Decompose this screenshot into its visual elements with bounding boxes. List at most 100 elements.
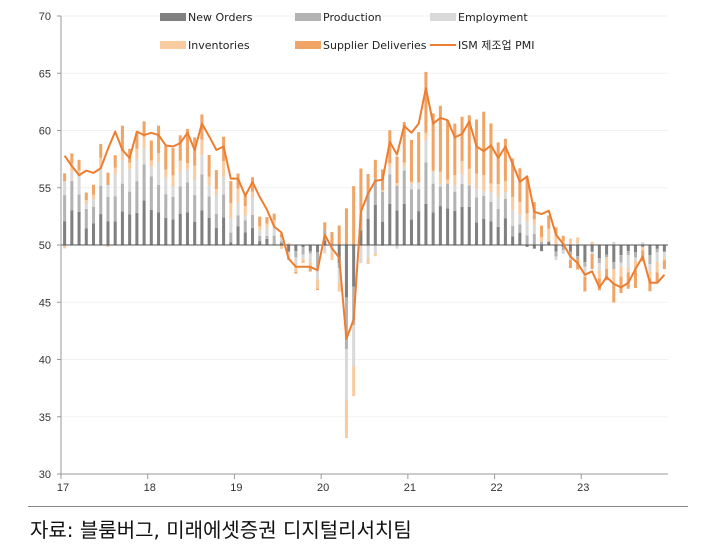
- bar-production: [583, 262, 587, 267]
- bar-supplier-deliveries: [503, 138, 507, 182]
- bar-employment: [597, 263, 601, 271]
- legend-label-inventories: Inventories: [188, 39, 250, 52]
- x-tick-label: 23: [577, 482, 589, 494]
- bar-employment: [243, 215, 247, 221]
- y-tick-label: 40: [39, 355, 51, 367]
- bar-inventories: [554, 234, 558, 245]
- bar-supplier-deliveries: [554, 227, 558, 235]
- bar-new-orders: [265, 238, 269, 245]
- legend-swatch-employment: [430, 13, 456, 21]
- bar-supplier-deliveries: [402, 122, 406, 163]
- bar-new-orders: [185, 212, 189, 245]
- bar-new-orders: [84, 228, 88, 245]
- bar-production: [417, 189, 421, 212]
- bar-supplier-deliveries: [308, 267, 312, 272]
- bar-production: [229, 232, 233, 243]
- bar-employment: [344, 348, 348, 401]
- bar-production: [633, 252, 637, 258]
- bar-employment: [619, 262, 623, 267]
- bar-employment: [518, 214, 522, 225]
- bar-production: [149, 176, 153, 210]
- bar-supplier-deliveries: [301, 261, 305, 263]
- bar-employment: [84, 204, 88, 209]
- bar-production: [265, 235, 269, 239]
- bar-supplier-deliveries: [438, 105, 442, 172]
- bar-supplier-deliveries: [113, 155, 117, 168]
- bar-new-orders: [301, 245, 305, 248]
- bar-inventories: [619, 266, 623, 277]
- bar-production: [460, 183, 464, 207]
- bar-production: [120, 183, 124, 212]
- bar-employment: [171, 187, 175, 197]
- bar-new-orders: [193, 221, 197, 245]
- bar-inventories: [222, 161, 226, 177]
- bar-inventories: [308, 261, 312, 268]
- bar-supplier-deliveries: [99, 144, 103, 158]
- bar-production: [258, 235, 262, 242]
- bar-supplier-deliveries: [590, 253, 594, 270]
- bar-new-orders: [402, 204, 406, 245]
- axes: 30 35 40 45 50 55 60 65 70 17 18 19 20 21 22 23: [39, 11, 668, 494]
- legend: New Orders Production Employment Invento…: [160, 11, 534, 52]
- bar-employment: [633, 257, 637, 261]
- x-tick-label: 20: [317, 482, 329, 494]
- bar-supplier-deliveries: [178, 135, 182, 161]
- x-tick-label: 18: [144, 482, 156, 494]
- bar-supplier-deliveries: [106, 172, 110, 186]
- bar-production: [648, 255, 652, 265]
- bar-employment: [662, 251, 666, 258]
- bar-production: [446, 183, 450, 209]
- bar-employment: [612, 241, 616, 245]
- bar-inventories: [402, 162, 406, 167]
- bar-production: [92, 206, 96, 224]
- bar-new-orders: [641, 245, 645, 247]
- bar-production: [612, 261, 616, 270]
- bar-supplier-deliveries: [265, 217, 269, 224]
- bar-employment: [250, 197, 255, 215]
- bar-new-orders: [214, 228, 218, 245]
- bar-inventories: [149, 160, 153, 167]
- bar-new-orders: [612, 245, 616, 262]
- bar-supplier-deliveries: [431, 113, 435, 171]
- pmi-line: [63, 87, 666, 340]
- bar-inventories: [77, 170, 81, 175]
- bar-employment: [185, 168, 189, 183]
- bar-supplier-deliveries: [214, 170, 218, 190]
- bar-production: [453, 191, 457, 211]
- y-tick-label: 55: [39, 183, 51, 195]
- bar-employment: [258, 230, 262, 236]
- bar-supplier-deliveries: [409, 139, 413, 182]
- bar-new-orders: [178, 213, 182, 245]
- bar-production: [272, 235, 276, 245]
- bar-supplier-deliveries: [453, 123, 457, 176]
- bar-supplier-deliveries: [316, 288, 320, 291]
- bar-production: [185, 182, 189, 213]
- bar-production: [301, 247, 305, 255]
- bar-new-orders: [294, 245, 298, 252]
- bar-employment: [503, 192, 507, 199]
- bar-employment: [590, 251, 594, 254]
- bar-new-orders: [424, 203, 428, 245]
- bar-supplier-deliveries: [185, 128, 189, 164]
- bar-production: [330, 244, 334, 245]
- bar-employment: [142, 148, 146, 165]
- bar-employment: [583, 266, 587, 275]
- bar-production: [511, 225, 515, 237]
- bar-inventories: [597, 270, 601, 279]
- y-tick-label: 60: [39, 126, 51, 138]
- bar-inventories: [409, 181, 413, 184]
- bar-supplier-deliveries: [352, 186, 356, 245]
- bar-supplier-deliveries: [633, 270, 637, 289]
- bar-employment: [164, 177, 168, 195]
- bar-supplier-deliveries: [337, 225, 341, 245]
- bar-employment: [482, 190, 486, 196]
- bar-supplier-deliveries: [258, 216, 262, 227]
- bar-supplier-deliveries: [243, 195, 247, 207]
- bar-production: [113, 196, 117, 222]
- bar-employment: [388, 166, 392, 175]
- bar-new-orders: [388, 204, 392, 245]
- bar-new-orders: [106, 221, 110, 245]
- bar-inventories: [489, 183, 493, 193]
- bar-new-orders: [381, 221, 385, 245]
- bar-employment: [178, 171, 182, 187]
